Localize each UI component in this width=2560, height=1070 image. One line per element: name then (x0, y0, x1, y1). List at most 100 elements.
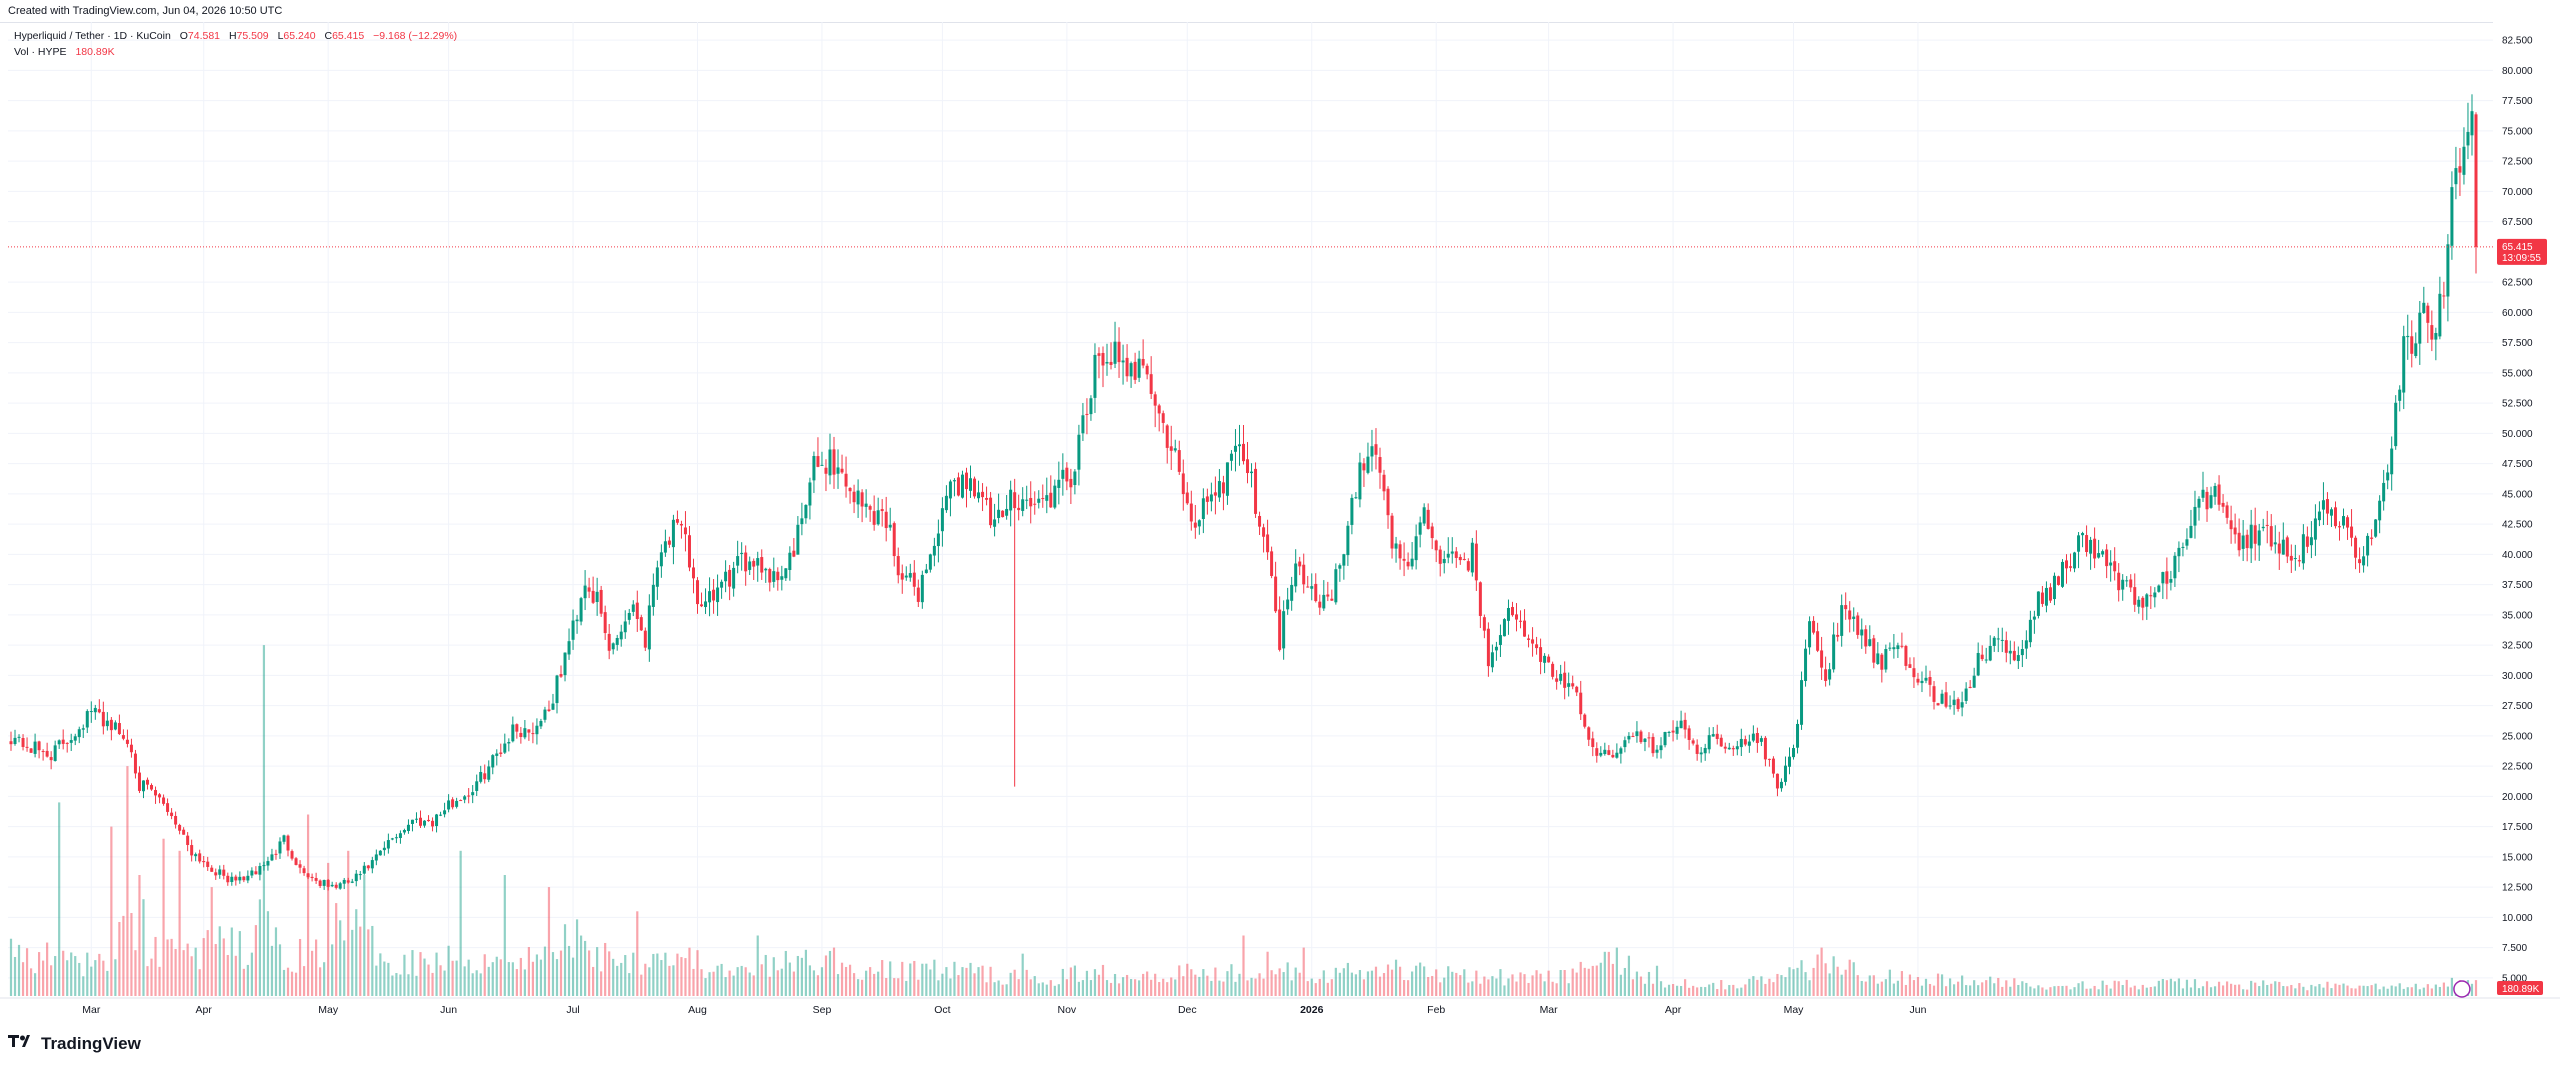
candle (2145, 593, 2149, 620)
candle (1482, 614, 1486, 639)
time-axis[interactable]: Mar Apr May Jun Jul Aug Sep Oct Nov Dec 2026 Feb Mar… (0, 997, 2560, 1016)
candle-body (1009, 489, 1013, 511)
candle-body (704, 601, 708, 608)
price-chart[interactable]: 82.50080.00077.50075.00072.50070.00067.5… (0, 22, 2560, 1030)
volume-bar (1523, 974, 1526, 996)
candle-body (1029, 497, 1033, 507)
candle-body (804, 504, 808, 519)
candle-body (202, 861, 206, 863)
candle (150, 783, 154, 791)
volume-bar (162, 838, 165, 996)
candle-body (2221, 502, 2225, 507)
candle (969, 465, 973, 498)
candle (1691, 738, 1695, 746)
candle-body (1462, 558, 1466, 560)
candle (2004, 631, 2008, 663)
event-flag-icon[interactable] (2453, 980, 2471, 998)
price-tick-label: 60.000 (2502, 308, 2533, 319)
candle (856, 479, 860, 518)
volume-bar (1916, 977, 1920, 996)
candle-body (2245, 534, 2249, 549)
candle (1932, 681, 1936, 710)
candle (1699, 747, 1703, 763)
volume-bar (515, 969, 518, 996)
candle-body (2016, 655, 2020, 662)
candle (868, 504, 872, 522)
candle-body (137, 772, 141, 791)
candle-body (2462, 146, 2466, 175)
candle (2052, 572, 2056, 606)
volume-bar (1117, 983, 1121, 996)
volume-bar (2201, 986, 2205, 996)
candle (1089, 395, 1093, 421)
volume-bar (2161, 978, 2164, 996)
volume-label[interactable]: Vol · HYPE (14, 46, 67, 58)
volume-bar (1599, 962, 1602, 996)
candle-body (1298, 561, 1302, 567)
candle (1125, 344, 1129, 382)
candle-body (2153, 592, 2157, 598)
candle-body (1808, 621, 1812, 648)
candle (467, 788, 471, 804)
candle-body (884, 511, 888, 529)
candle-body (784, 568, 788, 579)
candle-body (326, 879, 330, 887)
candle (2133, 573, 2137, 612)
symbol-label[interactable]: Hyperliquid / Tether · 1D · KuCoin (14, 30, 171, 42)
candle-body (2458, 166, 2462, 173)
volume-bar (1467, 982, 1470, 996)
volume-bar (1258, 973, 1261, 996)
volume-bar (1206, 975, 1209, 996)
candle (2032, 610, 2036, 634)
candle (647, 594, 651, 662)
time-tick-label: Nov (1058, 1004, 1077, 1016)
volume-bar (1503, 985, 1506, 996)
candle (2289, 544, 2293, 574)
candle-body (85, 711, 89, 728)
volume-bar (563, 924, 567, 996)
volume-bar (403, 954, 406, 996)
volume-bar (559, 950, 563, 996)
candle (820, 451, 824, 466)
volume-bar (2061, 985, 2064, 996)
candle-body (170, 812, 174, 817)
volume-bar (1936, 973, 1940, 996)
candle-body (467, 795, 471, 797)
candle (1884, 644, 1888, 673)
candle-body (382, 847, 386, 851)
candle (410, 819, 414, 832)
candle-body (696, 580, 700, 605)
candle (49, 751, 53, 770)
candle-body (2285, 537, 2289, 557)
candle (1326, 581, 1330, 602)
candle (2125, 576, 2129, 587)
candle-body (1161, 413, 1165, 423)
volume-bar (2213, 986, 2217, 996)
volume-bar (604, 942, 607, 996)
volume-bar (772, 957, 775, 996)
candle-body (1169, 446, 1173, 451)
candle (2402, 325, 2406, 410)
candle (844, 456, 848, 498)
volume-bar (98, 953, 101, 996)
volume-bar (2290, 984, 2293, 996)
volume-bar (1439, 982, 1442, 996)
volume-bar (274, 927, 278, 996)
candle (2044, 581, 2048, 613)
volume-bar (126, 766, 129, 996)
volume-bar (499, 959, 502, 996)
candle-body (1278, 609, 1282, 650)
candle (1872, 634, 1876, 669)
candle-body (2366, 535, 2370, 556)
candle-body (2237, 532, 2241, 551)
candle (993, 503, 997, 537)
candle (2016, 646, 2020, 669)
price-axis[interactable]: 82.50080.00077.50075.00072.50070.00067.5… (2493, 22, 2560, 1030)
volume-bar (1507, 978, 1510, 996)
candle-body (1527, 638, 1531, 640)
candle (2418, 300, 2422, 365)
volume-bar (319, 967, 322, 996)
candle-body (1884, 649, 1888, 670)
candle (828, 433, 832, 485)
candle (1563, 661, 1567, 700)
